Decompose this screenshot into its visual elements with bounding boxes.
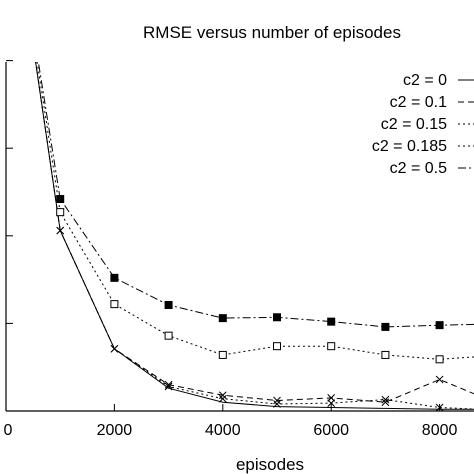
x-axis-label: episodes — [236, 455, 304, 474]
series-layer — [35, 62, 474, 410]
series-line-3 — [36, 62, 474, 360]
series-point-3 — [56, 208, 65, 217]
x-tick-label: 0 — [4, 422, 13, 439]
series-point-1 — [273, 396, 281, 405]
series-point-3 — [110, 300, 119, 309]
legend-label: c2 = 0.15 — [381, 116, 447, 133]
series-point-2 — [327, 399, 336, 407]
legend-label: c2 = 0.185 — [372, 138, 447, 155]
legend-label: c2 = 0.5 — [390, 160, 447, 177]
series-line-0 — [35, 62, 474, 410]
series-point-4 — [327, 317, 336, 326]
series-point-1 — [218, 391, 227, 400]
legend-label: c2 = 0.1 — [390, 94, 447, 111]
series-point-2 — [164, 382, 173, 391]
series-point-3 — [218, 350, 227, 359]
series-point-2 — [273, 400, 281, 408]
series-point-2 — [381, 395, 390, 404]
series-point-4 — [218, 314, 227, 323]
x-tick-label: 2000 — [97, 422, 133, 439]
series-point-4 — [273, 313, 281, 322]
series-point-2 — [110, 344, 119, 353]
x-tick-label: 6000 — [313, 422, 349, 439]
axes: 0 2000 4000 6000 8000 — [4, 60, 474, 439]
series-point-3 — [327, 342, 336, 351]
markers-layer — [56, 195, 444, 411]
x-tick-label: 8000 — [422, 422, 458, 439]
series-point-4 — [110, 273, 119, 282]
legend: c2 = 0 c2 = 0.1 c2 = 0.15 c2 = 0.185 c2 = 0.… — [372, 72, 474, 177]
series-point-3 — [273, 342, 281, 351]
series-point-4 — [381, 322, 390, 331]
legend-label: c2 = 0 — [403, 72, 447, 89]
series-point-4 — [164, 301, 173, 310]
x-tick-label: 4000 — [205, 422, 241, 439]
chart-title: RMSE versus number of episodes — [143, 23, 401, 42]
series-point-3 — [164, 331, 173, 340]
series-point-2 — [435, 403, 444, 411]
series-point-4 — [435, 321, 444, 330]
series-point-3 — [381, 350, 390, 359]
series-line-2 — [35, 62, 474, 410]
series-point-2 — [56, 226, 65, 235]
series-point-2 — [218, 394, 227, 403]
series-point-1 — [381, 398, 390, 407]
series-point-3 — [435, 355, 444, 364]
series-line-4 — [37, 62, 474, 328]
series-point-4 — [56, 195, 65, 204]
series-line-1 — [35, 62, 474, 403]
series-point-1 — [435, 375, 444, 384]
series-point-1 — [164, 380, 173, 389]
